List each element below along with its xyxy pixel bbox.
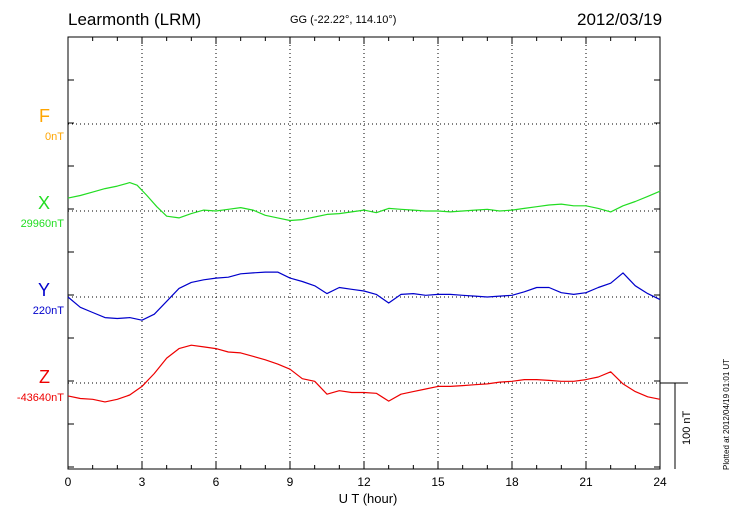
- axis-ticks: 0 3 6 9 12 15 18 21 24: [65, 37, 667, 489]
- x-tick-label: 18: [505, 475, 519, 489]
- component-z-letter: Z: [39, 367, 50, 387]
- x-tick-label: 6: [213, 475, 220, 489]
- series-lines: [67, 182, 661, 403]
- x-tick-label: 21: [579, 475, 593, 489]
- component-x-baseline: 29960nT: [20, 218, 64, 230]
- grid: [68, 37, 660, 469]
- series-line-x: [67, 182, 661, 222]
- component-z-baseline: -43640nT: [16, 392, 64, 404]
- component-x-letter: X: [37, 193, 50, 213]
- x-tick-label: 9: [287, 475, 294, 489]
- x-tick-label: 0: [65, 475, 72, 489]
- component-y-baseline: 220nT: [32, 305, 64, 317]
- date-label: 2012/03/19: [577, 10, 663, 29]
- x-tick-label: 24: [653, 475, 667, 489]
- component-f-letter: F: [39, 106, 50, 126]
- component-f-baseline: 0nT: [45, 131, 64, 143]
- x-tick-label: 15: [431, 475, 445, 489]
- station-title: Learmonth (LRM): [68, 10, 202, 29]
- component-y-letter: Y: [37, 280, 50, 300]
- x-tick-label: 3: [139, 475, 146, 489]
- series-line-y: [67, 271, 661, 321]
- coordinates-label: GG (-22.22°, 114.10°): [290, 14, 397, 26]
- x-axis-label: U T (hour): [339, 491, 398, 506]
- series-line-z: [67, 344, 661, 403]
- x-tick-label: 12: [357, 475, 371, 489]
- scale-bar: [660, 382, 688, 469]
